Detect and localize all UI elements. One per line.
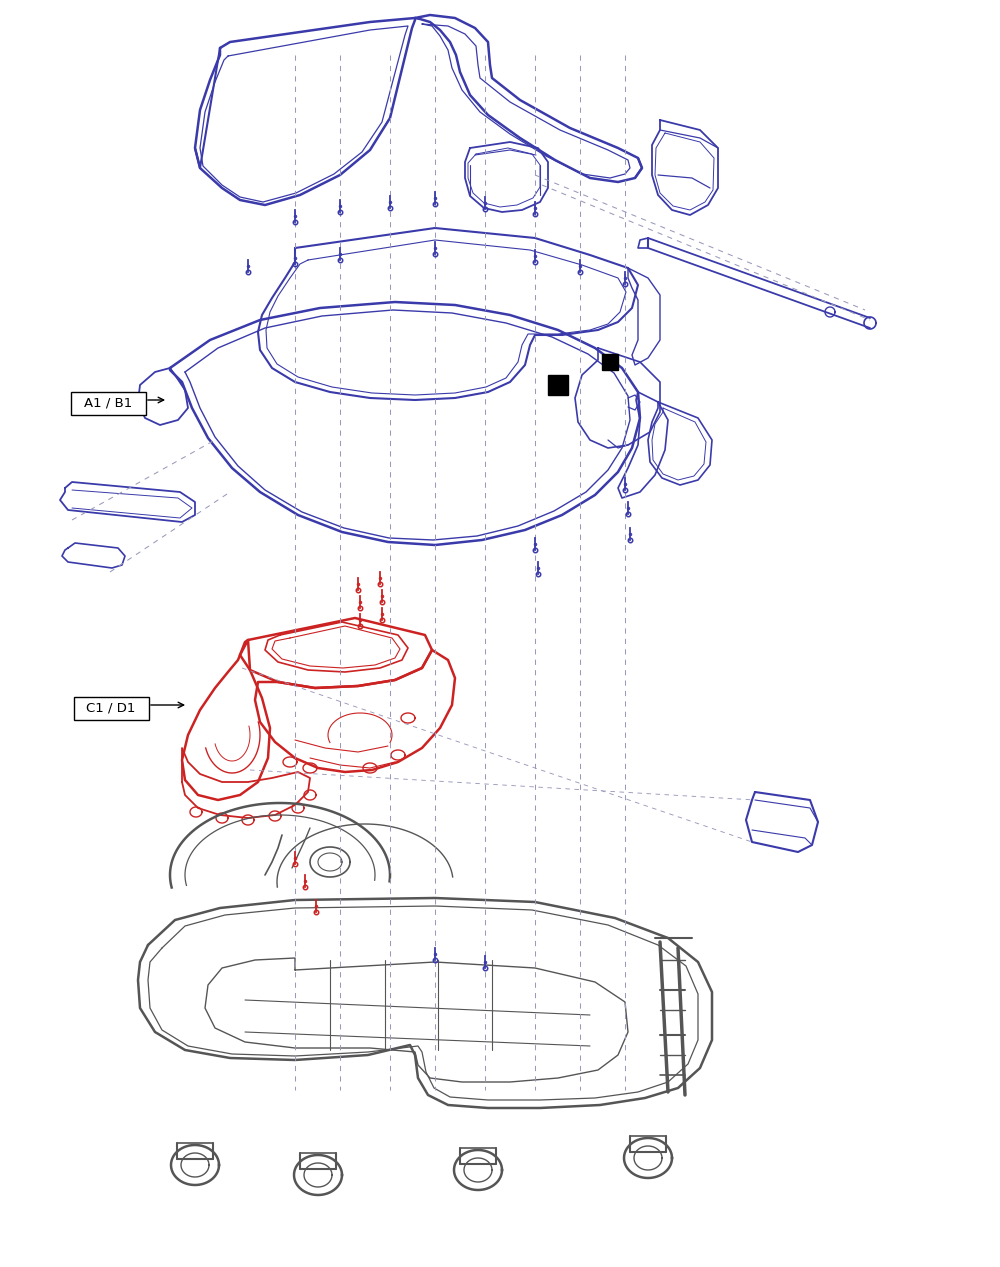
FancyBboxPatch shape xyxy=(70,392,146,414)
FancyBboxPatch shape xyxy=(74,697,148,720)
Bar xyxy=(548,375,568,395)
Text: C1 / D1: C1 / D1 xyxy=(86,702,136,715)
Text: A1 / B1: A1 / B1 xyxy=(84,397,132,409)
Bar xyxy=(602,353,618,370)
